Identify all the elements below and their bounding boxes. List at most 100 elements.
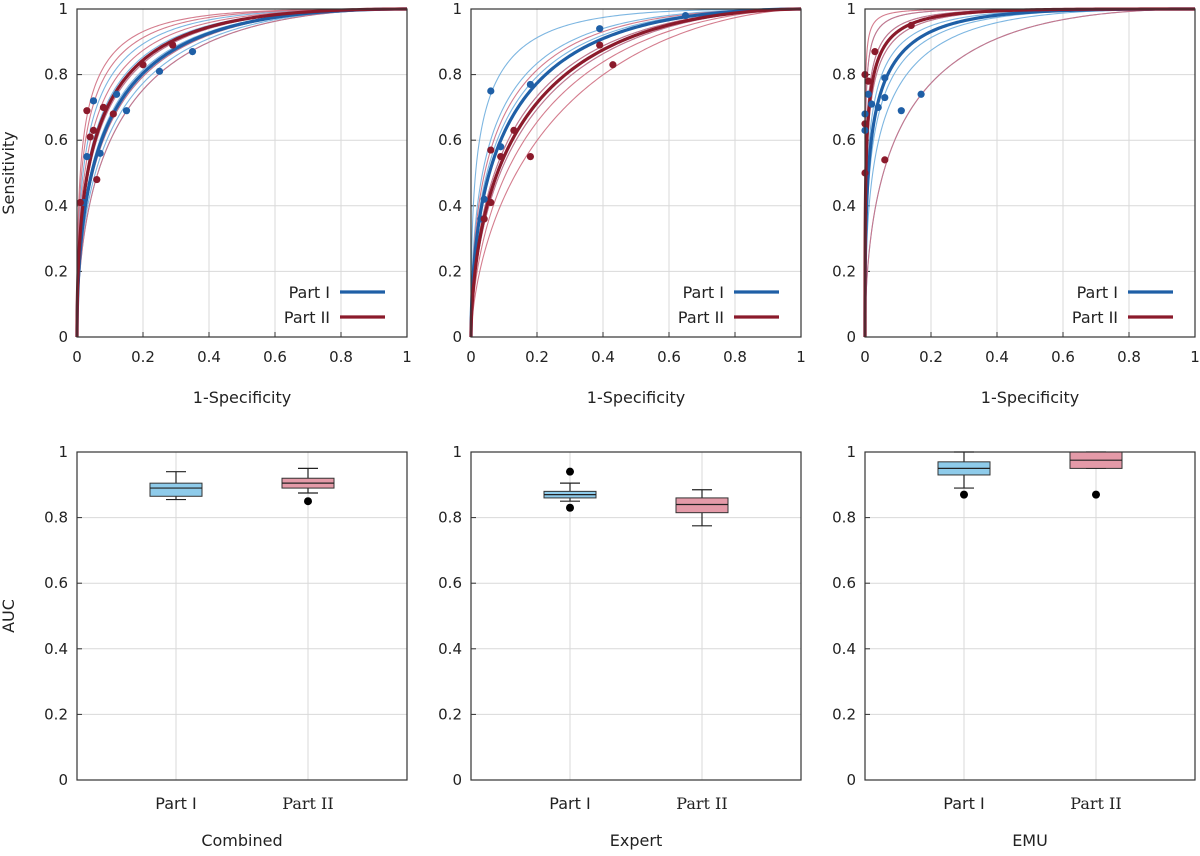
panel-auc-combined: 0 0.2 0.4 0.6 0.8 1 Combined AUC Part I Part II: [0, 443, 408, 850]
y-tick-label: 0.6: [832, 574, 856, 592]
legend-label: Part I: [683, 283, 724, 302]
roc-curve-individual: [76, 8, 408, 337]
panel-roc-combined: 0 0.2 0.4 0.6 0.8 1 0 0.2 0.4 0.6 0.8 1 1-Specificit…: [0, 0, 412, 407]
x-axis-label: Combined: [201, 831, 282, 850]
grid-lines: [865, 451, 1195, 781]
roc-curve-summary: [863, 7, 1195, 337]
roc-curve-individual: [470, 8, 802, 337]
roc-curve-summary: [469, 7, 802, 337]
roc-curve-individual: [864, 8, 1196, 337]
roc-curve-individual: [76, 8, 407, 337]
x-tick-label: 0: [72, 348, 82, 366]
x-tick-label: 0.8: [329, 348, 353, 366]
roc-curve-individual: [864, 8, 1195, 337]
grid-lines: [77, 451, 407, 781]
roc-curve-individual: [76, 8, 408, 337]
y-axis-label: AUC: [0, 599, 18, 633]
roc-curve-individual: [76, 8, 408, 337]
outlier-point: [1092, 490, 1100, 499]
y-tick-label: 0.4: [832, 640, 856, 658]
roc-curve-individual: [76, 8, 408, 337]
roc-curve-individual: [864, 8, 1195, 337]
x-axis-label: 1-Specificity: [587, 388, 685, 407]
operating-point: [188, 48, 197, 56]
y-tick-label: 0.4: [44, 197, 68, 215]
x-tick-label: 1: [402, 348, 412, 366]
plot-frame: [864, 8, 1196, 338]
operating-point: [510, 126, 518, 134]
roc-curve-individual: [76, 8, 407, 337]
roc-curve-individual: [470, 8, 802, 337]
roc-curve-individual: [470, 8, 802, 337]
y-tick-label: 0.8: [44, 509, 68, 527]
panel-auc-expert: 0 0.2 0.4 0.6 0.8 1 Expert Part I Part II: [438, 443, 802, 850]
box-part-2: [281, 467, 335, 506]
operating-point: [122, 107, 131, 115]
operating-point: [487, 198, 495, 207]
legend-label: Part I: [289, 283, 330, 302]
x-axis-label: EMU: [1012, 831, 1048, 850]
x-tick-label: 0.6: [263, 348, 287, 366]
operating-point: [897, 107, 905, 115]
y-tick-label: 0: [846, 328, 856, 346]
category-label: Part I: [155, 794, 196, 813]
roc-curve-individual: [864, 8, 1196, 337]
grid-lines: [76, 8, 408, 338]
panel-roc-emu: 0 0.2 0.4 0.6 0.8 1 0 0.2 0.4 0.6 0.8 1 1-Specificit…: [832, 0, 1200, 407]
y-tick-label: 0.2: [44, 262, 68, 280]
x-tick-label: 0.4: [197, 348, 221, 366]
box-part-2: [675, 489, 729, 527]
y-tick-label: 1: [846, 0, 856, 18]
legend-label: Part II: [1072, 308, 1118, 327]
plot-frame: [470, 8, 802, 338]
operating-point: [89, 97, 98, 105]
operating-point: [864, 90, 872, 98]
operating-point: [86, 133, 94, 141]
x-axis-label: 1-Specificity: [981, 388, 1079, 407]
operating-point: [109, 110, 117, 118]
y-tick-label: 0.8: [438, 66, 462, 84]
y-tick-label: 1: [58, 0, 68, 18]
roc-curve-individual: [470, 8, 802, 337]
y-tick-label: 0.6: [438, 131, 462, 149]
operating-point: [868, 100, 876, 108]
y-tick-label: 0.2: [438, 262, 462, 280]
y-tick-label: 0.6: [44, 574, 68, 592]
x-tick-label: 1: [796, 348, 806, 366]
x-tick-label: 0.4: [591, 348, 615, 366]
operating-point: [917, 90, 925, 98]
operating-point: [881, 93, 889, 102]
operating-point: [89, 126, 98, 134]
operating-point: [113, 90, 121, 98]
box-part-1: [149, 471, 203, 501]
plot-frame: [76, 451, 408, 781]
category-label: Part I: [549, 794, 590, 813]
legend-label: Part I: [1077, 283, 1118, 302]
roc-curve-individual: [864, 8, 1195, 337]
operating-point: [497, 143, 505, 151]
operating-point: [155, 67, 164, 75]
operating-point: [874, 103, 882, 111]
roc-curve-individual: [76, 8, 408, 337]
x-tick-label: 0.8: [723, 348, 747, 366]
y-tick-label: 1: [846, 443, 856, 461]
y-tick-label: 0.4: [44, 640, 68, 658]
grid-lines: [470, 8, 802, 338]
x-axis-label: 1-Specificity: [193, 388, 291, 407]
roc-curve-individual: [864, 8, 1195, 337]
roc-curve-individual: [76, 8, 408, 337]
operating-point: [526, 153, 535, 161]
roc-curve-individual: [76, 8, 408, 337]
legend-label: Part II: [284, 308, 330, 327]
x-tick-label: 0.4: [985, 348, 1009, 366]
y-tick-label: 0.6: [832, 131, 856, 149]
roc-curve-individual: [864, 8, 1195, 337]
roc-curve-individual: [470, 8, 802, 337]
outlier-point: [304, 497, 312, 506]
box-iqr: [149, 482, 203, 497]
x-tick-label: 0.2: [131, 348, 155, 366]
operating-point: [480, 195, 488, 203]
y-tick-label: 0.8: [44, 66, 68, 84]
x-tick-label: 0.2: [525, 348, 549, 366]
plot-frame: [470, 451, 802, 781]
